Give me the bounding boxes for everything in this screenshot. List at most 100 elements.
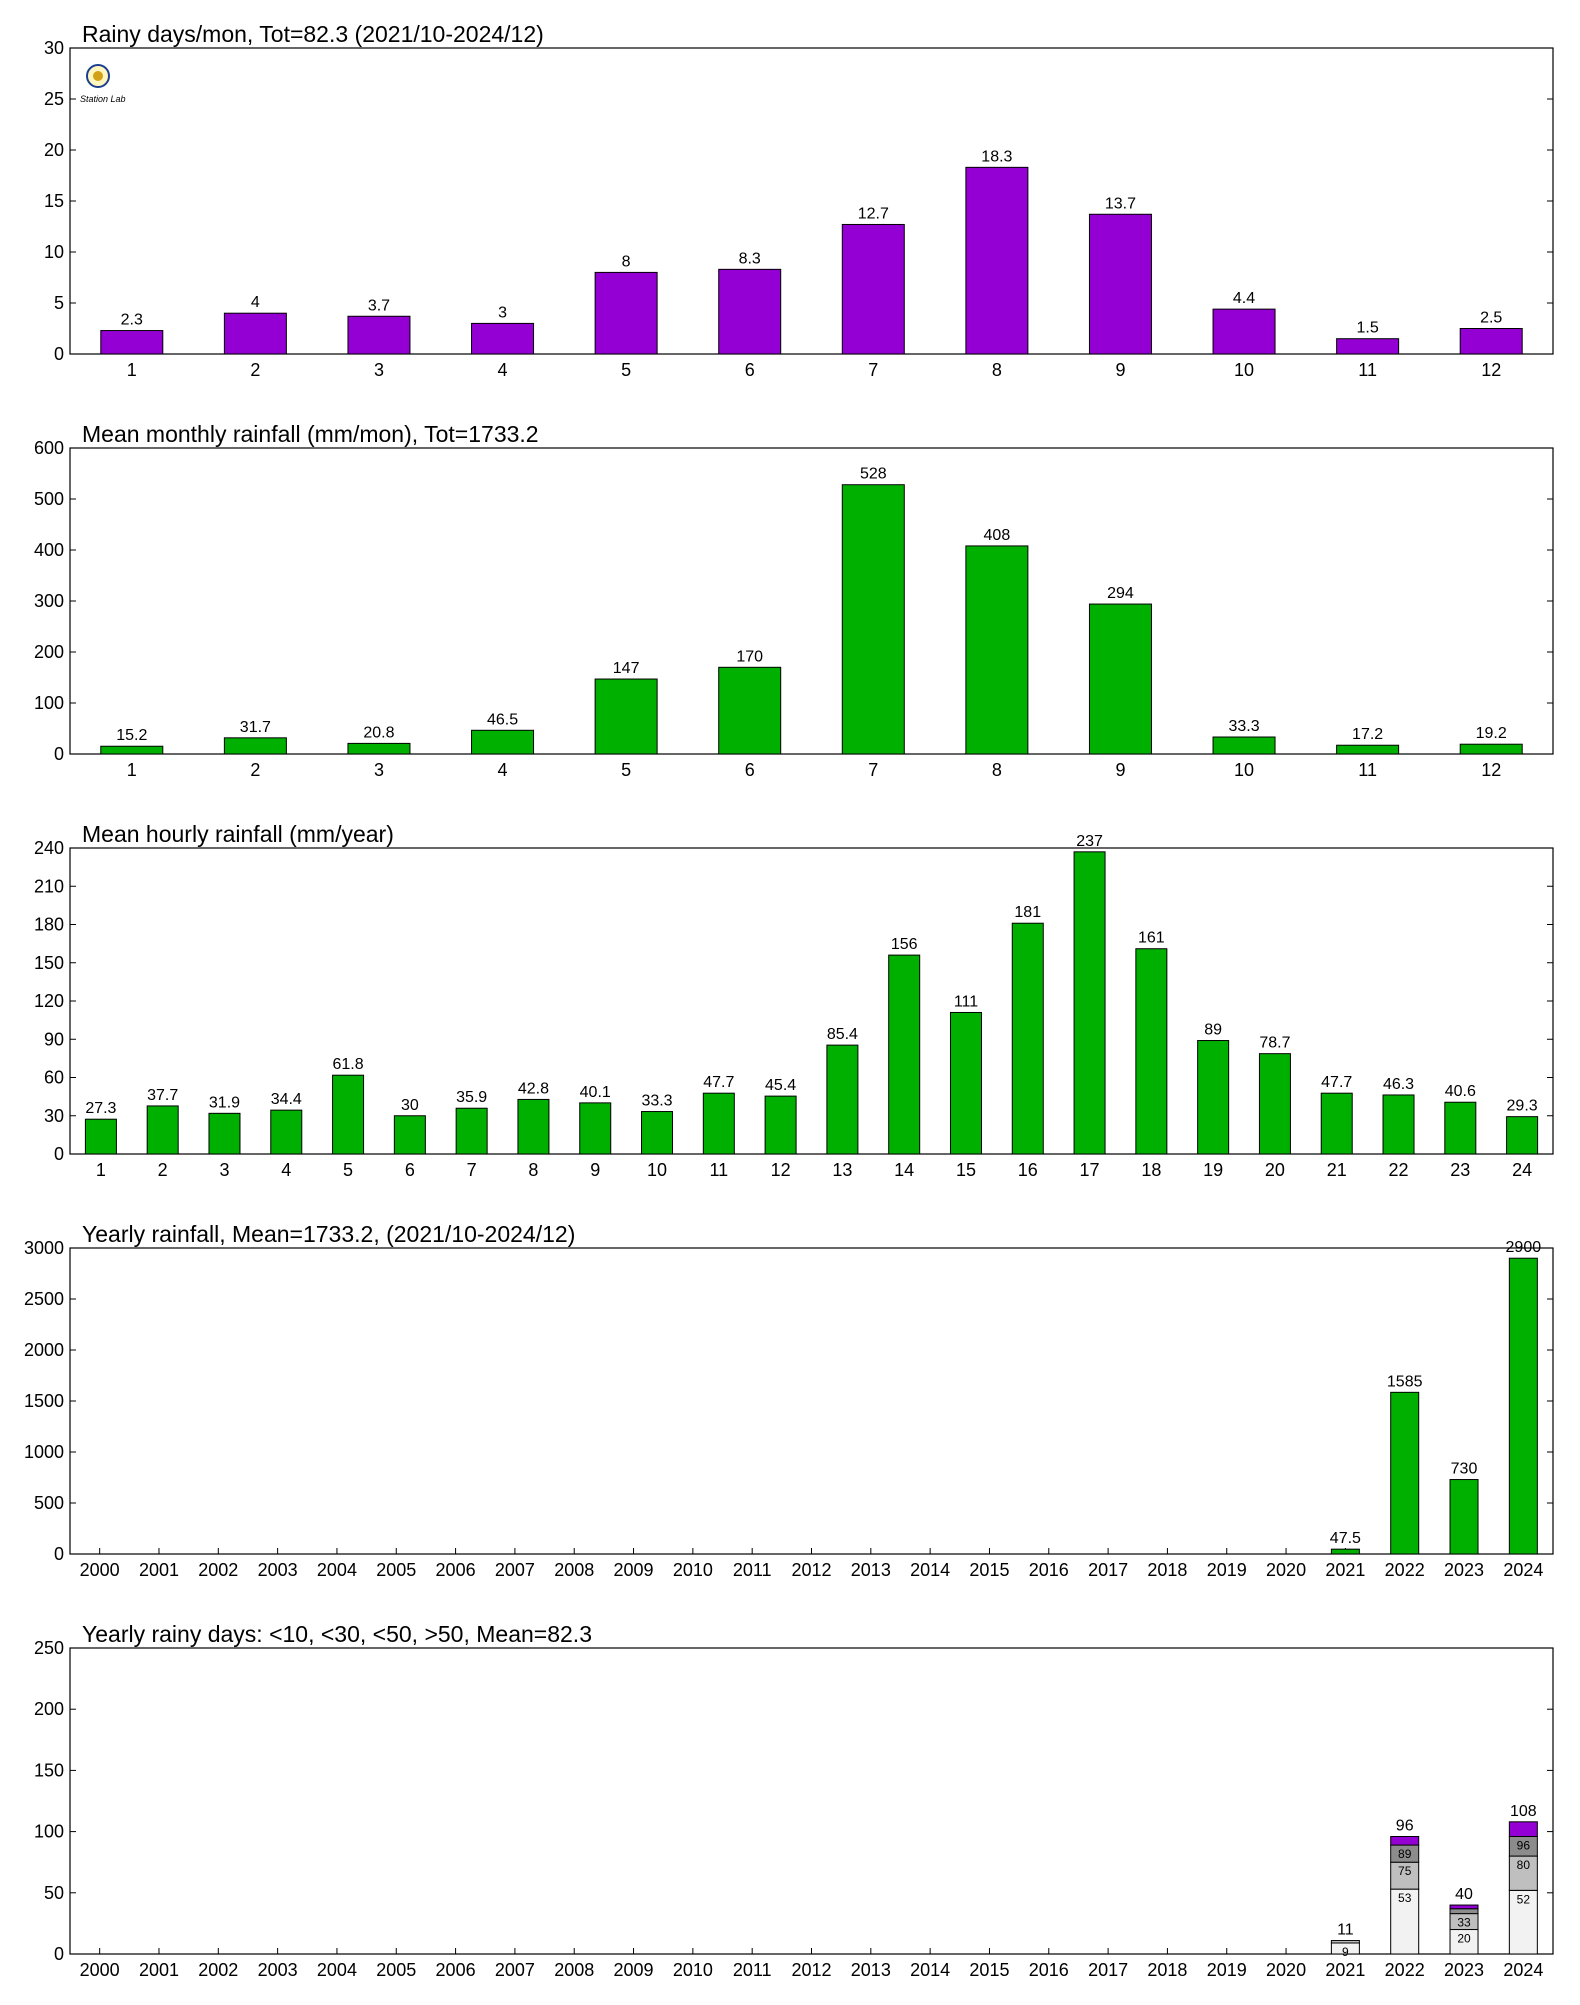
- bar: [471, 729, 535, 755]
- bar-value-label: 61.8: [332, 1056, 363, 1073]
- x-tick-label: 10: [647, 1160, 667, 1180]
- y-tick-label: 250: [34, 1638, 64, 1658]
- bar-value-label: 40.1: [580, 1084, 611, 1101]
- x-tick-label: 2016: [1029, 1960, 1069, 1980]
- y-tick-label: 180: [34, 915, 64, 935]
- y-tick-label: 0: [54, 1144, 64, 1164]
- bar: [888, 954, 921, 1155]
- bar: [1390, 1391, 1420, 1555]
- y-tick-label: 60: [44, 1068, 64, 1088]
- segment-label: 89: [1398, 1847, 1412, 1861]
- x-tick-label: 14: [894, 1160, 914, 1180]
- x-tick-label: 2006: [436, 1560, 476, 1580]
- bar: [965, 545, 1029, 755]
- x-tick-label: 2011: [733, 1960, 772, 1980]
- bar-total-label: 11: [1337, 1922, 1354, 1939]
- x-tick-label: 2008: [554, 1560, 594, 1580]
- bar-value-label: 42.8: [518, 1080, 549, 1097]
- bar: [949, 1011, 982, 1155]
- chart-panel-5: Yearly rainy days: <10, <30, <50, >50, M…: [34, 1621, 1554, 1980]
- bar-value-label: 19.2: [1476, 725, 1507, 742]
- bar-value-label: 294: [1107, 585, 1134, 602]
- x-tick-label: 2008: [554, 1960, 594, 1980]
- y-tick-label: 300: [34, 591, 64, 611]
- x-tick-label: 11: [709, 1160, 728, 1180]
- bar-segment: [1330, 1940, 1360, 1944]
- y-tick-label: 100: [34, 693, 64, 713]
- x-tick-label: 2012: [791, 1960, 831, 1980]
- bar: [1330, 1548, 1360, 1555]
- y-tick-label: 240: [34, 838, 64, 858]
- bar: [718, 666, 782, 755]
- bar: [1508, 1257, 1538, 1555]
- bar-value-label: 408: [984, 527, 1011, 544]
- plot-frame: [69, 1647, 1554, 1955]
- x-tick-label: 2023: [1444, 1960, 1484, 1980]
- bar: [1258, 1053, 1291, 1155]
- x-tick-label: 4: [498, 760, 508, 780]
- x-tick-label: 2015: [969, 1960, 1009, 1980]
- x-tick-label: 2023: [1444, 1560, 1484, 1580]
- bar-segment: [1390, 1835, 1420, 1846]
- y-tick-label: 0: [54, 744, 64, 764]
- bar-value-label: 34.4: [271, 1091, 302, 1108]
- y-tick-label: 600: [34, 438, 64, 458]
- bar-value-label: 18.3: [981, 148, 1012, 165]
- bar-value-label: 47.7: [1321, 1074, 1352, 1091]
- bar-segment: [1390, 1861, 1420, 1890]
- bar: [270, 1109, 303, 1155]
- segment-label: 96: [1517, 1838, 1531, 1852]
- bar-value-label: 12.7: [858, 205, 889, 222]
- x-tick-label: 23: [1450, 1160, 1470, 1180]
- x-tick-label: 3: [374, 360, 384, 380]
- chart-panel-4: Yearly rainfall, Mean=1733.2, (2021/10-2…: [24, 1221, 1554, 1580]
- x-tick-label: 1: [96, 1160, 106, 1180]
- x-tick-label: 2000: [80, 1960, 120, 1980]
- bar: [100, 745, 164, 755]
- bar: [1459, 328, 1523, 355]
- segment-label: 53: [1398, 1891, 1412, 1905]
- y-tick-label: 2000: [24, 1340, 64, 1360]
- x-tick-label: 2014: [910, 1560, 950, 1580]
- y-tick-label: 400: [34, 540, 64, 560]
- segment-label: 80: [1517, 1858, 1531, 1872]
- x-tick-label: 6: [745, 760, 755, 780]
- bar-segment: [1449, 1904, 1479, 1910]
- x-tick-label: 2007: [495, 1560, 535, 1580]
- x-tick-label: 7: [868, 360, 878, 380]
- x-tick-label: 4: [281, 1160, 291, 1180]
- bar-value-label: 3.7: [368, 297, 390, 314]
- x-tick-label: 5: [621, 760, 631, 780]
- x-tick-label: 2020: [1266, 1560, 1306, 1580]
- bar-value-label: 33.3: [641, 1093, 672, 1110]
- bar: [223, 312, 287, 355]
- x-tick-label: 2017: [1088, 1560, 1128, 1580]
- x-tick-label: 2017: [1088, 1960, 1128, 1980]
- y-tick-label: 20: [44, 140, 64, 160]
- x-tick-label: 2003: [258, 1560, 298, 1580]
- bar-value-label: 4: [251, 294, 260, 311]
- segment-label: 75: [1398, 1864, 1412, 1878]
- x-tick-label: 3: [374, 760, 384, 780]
- y-tick-label: 1000: [24, 1442, 64, 1462]
- bar-value-label: 1.5: [1357, 320, 1379, 337]
- bar-value-label: 30: [401, 1097, 419, 1114]
- x-tick-label: 16: [1018, 1160, 1038, 1180]
- bar-value-label: 35.9: [456, 1089, 487, 1106]
- bar-value-label: 528: [860, 466, 887, 483]
- x-tick-label: 11: [1358, 360, 1377, 380]
- x-tick-label: 2007: [495, 1960, 535, 1980]
- bar: [826, 1044, 859, 1155]
- x-tick-label: 8: [528, 1160, 538, 1180]
- x-tick-label: 21: [1327, 1160, 1347, 1180]
- bar-value-label: 2.5: [1480, 310, 1502, 327]
- segment-label: 52: [1517, 1892, 1531, 1906]
- y-tick-label: 10: [44, 242, 64, 262]
- y-tick-label: 25: [44, 89, 64, 109]
- bar: [332, 1074, 365, 1155]
- bar: [764, 1095, 797, 1155]
- logo-text: Station Lab: [80, 94, 126, 104]
- bar: [347, 315, 411, 355]
- bar-value-label: 147: [613, 660, 640, 677]
- y-tick-label: 90: [44, 1029, 64, 1049]
